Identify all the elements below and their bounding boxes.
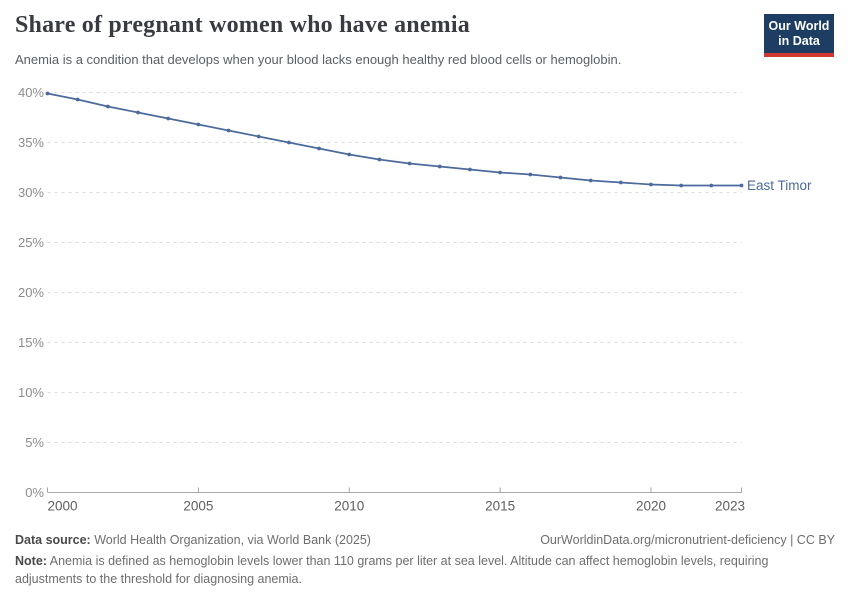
data-point[interactable]	[75, 97, 80, 102]
data-point[interactable]	[739, 183, 744, 188]
data-point[interactable]	[226, 128, 231, 133]
note-label: Note:	[15, 554, 47, 569]
data-point[interactable]	[679, 183, 684, 188]
data-point[interactable]	[618, 180, 623, 185]
x-tick-label: 2005	[183, 499, 213, 514]
owid-logo-line2: in Data	[778, 34, 820, 48]
y-tick-label: 10%	[18, 385, 44, 400]
y-gridlines	[47, 92, 742, 443]
x-tick-label: 2015	[485, 499, 515, 514]
y-axis-labels: 0% 5% 10% 15% 20% 25% 30% 35% 40%	[18, 85, 44, 500]
data-source-label: Data source:	[15, 533, 91, 547]
y-tick-label: 15%	[18, 335, 44, 350]
data-point[interactable]	[196, 122, 201, 127]
data-point[interactable]	[166, 116, 171, 121]
data-point[interactable]	[437, 164, 442, 169]
x-axis-labels: 2000 2005 2010 2015 2020 2023	[48, 499, 746, 514]
y-tick-label: 0%	[25, 485, 44, 500]
footer-link[interactable]: OurWorldinData.org/micronutrient-deficie…	[540, 533, 835, 547]
chart-footer: Data source: World Health Organization, …	[15, 531, 835, 588]
y-tick-label: 35%	[18, 135, 44, 150]
data-point[interactable]	[468, 167, 472, 172]
y-tick-label: 30%	[18, 185, 44, 200]
data-source-text: World Health Organization, via World Ban…	[90, 533, 371, 547]
series-east-timor[interactable]: East Timor	[45, 91, 812, 193]
y-tick-label: 40%	[18, 85, 44, 100]
data-point[interactable]	[558, 175, 563, 180]
y-tick-label: 5%	[25, 435, 44, 450]
y-tick-label: 20%	[18, 285, 44, 300]
data-point[interactable]	[528, 172, 533, 177]
owid-logo-line1: Our World	[768, 19, 830, 33]
x-tick-label: 2023	[715, 499, 745, 514]
data-point[interactable]	[317, 146, 321, 151]
data-point[interactable]	[347, 152, 352, 157]
page-title: Share of pregnant women who have anemia	[15, 12, 470, 38]
note-text: Anemia is defined as hemoglobin levels l…	[15, 554, 769, 587]
data-point[interactable]	[498, 170, 503, 175]
data-point[interactable]	[136, 110, 140, 115]
chart-note: Note: Anemia is defined as hemoglobin le…	[15, 552, 833, 588]
x-axis	[47, 487, 742, 493]
x-tick-label: 2020	[636, 499, 666, 514]
series-label[interactable]: East Timor	[747, 178, 812, 193]
chart-subtitle: Anemia is a condition that develops when…	[15, 52, 622, 67]
y-tick-label: 25%	[18, 235, 44, 250]
data-point[interactable]	[588, 178, 593, 183]
data-point[interactable]	[649, 182, 653, 187]
x-tick-label: 2000	[48, 499, 78, 514]
data-point[interactable]	[407, 161, 412, 166]
data-point[interactable]	[709, 183, 714, 188]
owid-logo: Our World in Data	[764, 14, 834, 57]
data-point[interactable]	[286, 140, 291, 145]
data-point[interactable]	[377, 157, 382, 162]
line-chart: 0% 5% 10% 15% 20% 25% 30% 35% 40% 2000 2005 2010 201…	[18, 85, 812, 514]
x-tick-label: 2010	[334, 499, 364, 514]
data-point[interactable]	[105, 104, 110, 109]
series-line[interactable]	[46, 92, 743, 187]
data-point[interactable]	[45, 91, 50, 96]
data-point[interactable]	[256, 134, 261, 139]
data-source: Data source: World Health Organization, …	[15, 531, 371, 549]
